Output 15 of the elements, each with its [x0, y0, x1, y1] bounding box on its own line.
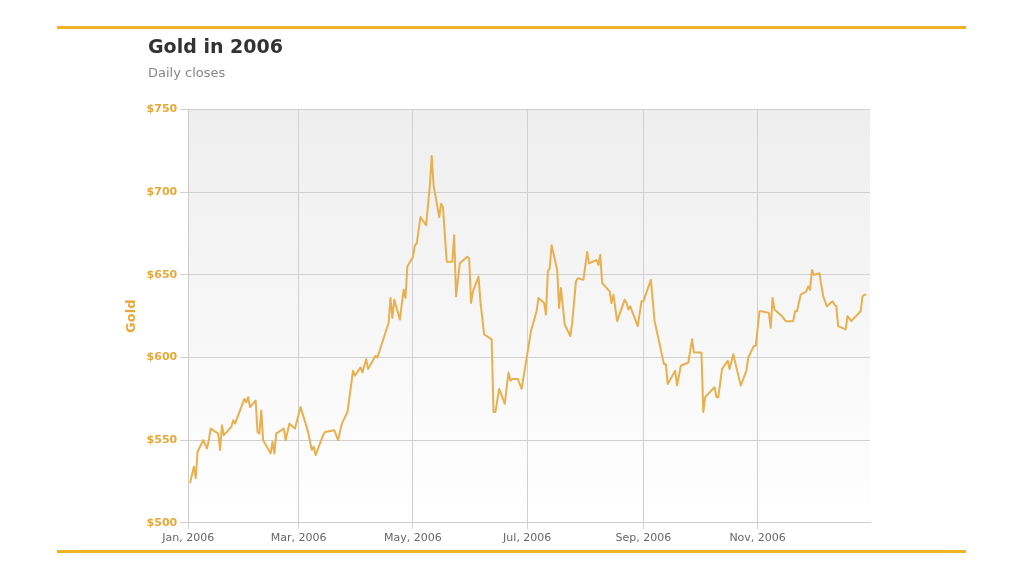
- y-tick-label: $500: [146, 515, 178, 529]
- chart-title: Gold in 2006: [148, 35, 283, 57]
- y-axis-title: Gold: [123, 299, 139, 333]
- y-tick-label: $700: [146, 185, 178, 199]
- x-tick-label: Nov, 2006: [729, 531, 786, 545]
- x-tick-label: Jul, 2006: [502, 531, 552, 545]
- x-tick-label: Jan, 2006: [161, 531, 215, 545]
- y-tick-label: $550: [146, 433, 178, 447]
- x-tick-label: Mar, 2006: [270, 531, 327, 545]
- y-tick-label: $650: [146, 267, 178, 281]
- y-tick-label: $750: [146, 102, 178, 116]
- chart-subtitle: Daily closes: [148, 65, 226, 80]
- y-tick-label: $600: [146, 350, 178, 364]
- x-tick-label: Sep, 2006: [615, 531, 672, 545]
- x-tick-label: May, 2006: [384, 531, 442, 545]
